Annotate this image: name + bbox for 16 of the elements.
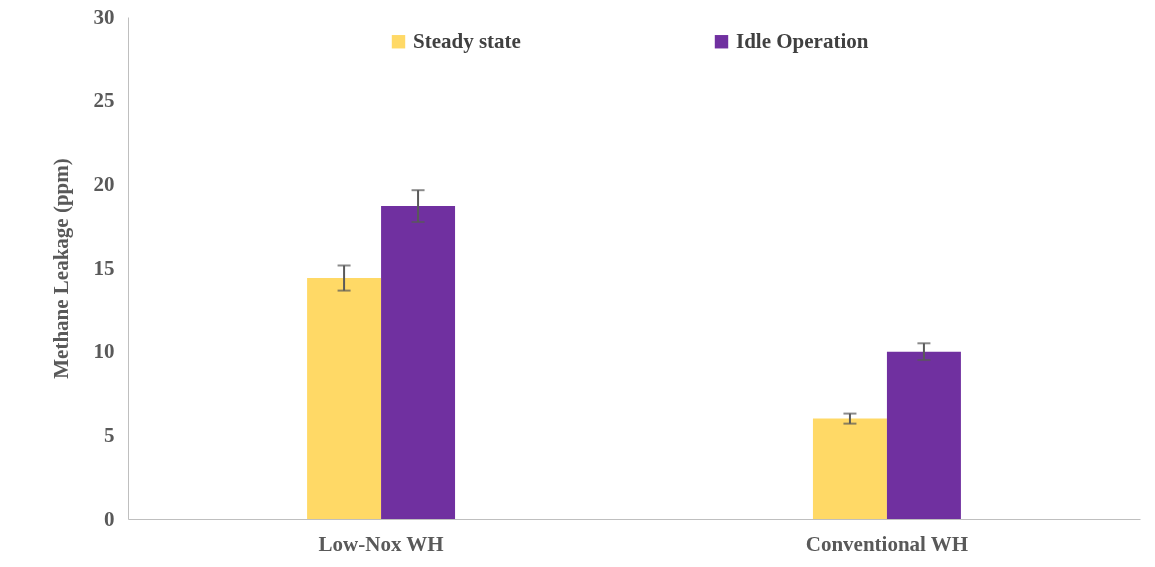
y-axis-title: Methane Leakage (ppm) <box>48 158 73 379</box>
y-tick-label: 25 <box>93 88 115 113</box>
bar <box>307 278 382 519</box>
bar <box>812 418 887 519</box>
legend-label: Steady state <box>413 28 521 53</box>
y-tick-label: 5 <box>104 422 115 447</box>
y-tick-label: 15 <box>93 255 115 280</box>
y-tick-label: 30 <box>93 4 115 29</box>
y-tick-label: 20 <box>93 171 115 196</box>
x-tick-label: Low-Nox WH <box>318 531 444 556</box>
legend-label: Idle Operation <box>736 28 869 53</box>
y-tick-label: 10 <box>93 339 115 364</box>
bar <box>886 351 961 519</box>
x-tick-label: Conventional WH <box>805 531 969 556</box>
bar <box>381 206 456 519</box>
y-tick-label: 0 <box>104 506 115 531</box>
